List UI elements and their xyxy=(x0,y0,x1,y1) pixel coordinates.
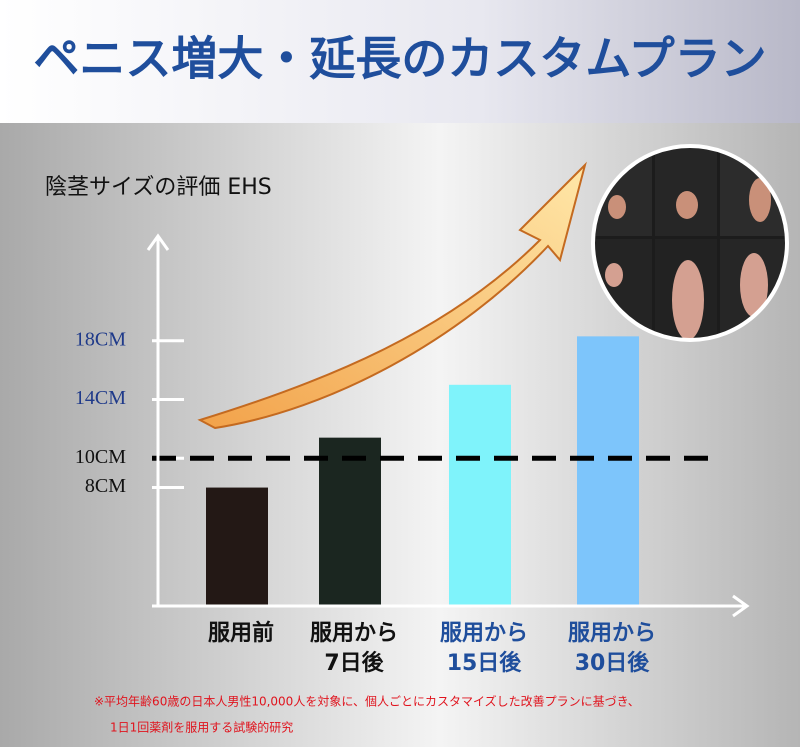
y-tick-label: 18CM xyxy=(75,328,126,350)
trend-arrow xyxy=(197,161,587,430)
chart-title: ペニス増大・延長のカスタムプラン xyxy=(33,32,766,86)
bar xyxy=(449,384,511,605)
bar xyxy=(319,437,381,605)
x-tick-label: 服用から xyxy=(568,621,656,646)
bar xyxy=(206,487,268,605)
x-axis-arrow xyxy=(732,594,750,618)
footnote: 1日1回薬剤を服用する試験的研究 xyxy=(110,720,293,735)
bar xyxy=(577,336,639,605)
x-tick-label: 服用から xyxy=(310,621,398,646)
y-tick-label: 8CM xyxy=(85,475,126,497)
header xyxy=(0,0,800,123)
x-tick-label: 服用前 xyxy=(208,620,274,646)
y-tick-label: 10CM xyxy=(75,446,126,468)
x-tick-label: 15日後 xyxy=(447,650,523,676)
photo-border xyxy=(591,144,789,342)
y-axis-title: 陰茎サイズの評価 EHS xyxy=(45,175,272,200)
x-tick-label: 服用から xyxy=(440,621,528,646)
y-axis-arrow xyxy=(146,233,170,251)
x-tick-label: 30日後 xyxy=(575,650,651,676)
x-tick-label: 7日後 xyxy=(324,650,384,676)
y-tick-label: 14CM xyxy=(75,387,126,409)
footnote: ※平均年齢60歳の日本人男性10,000人を対象に、個人ごとにカスタマイズした改… xyxy=(94,694,640,709)
